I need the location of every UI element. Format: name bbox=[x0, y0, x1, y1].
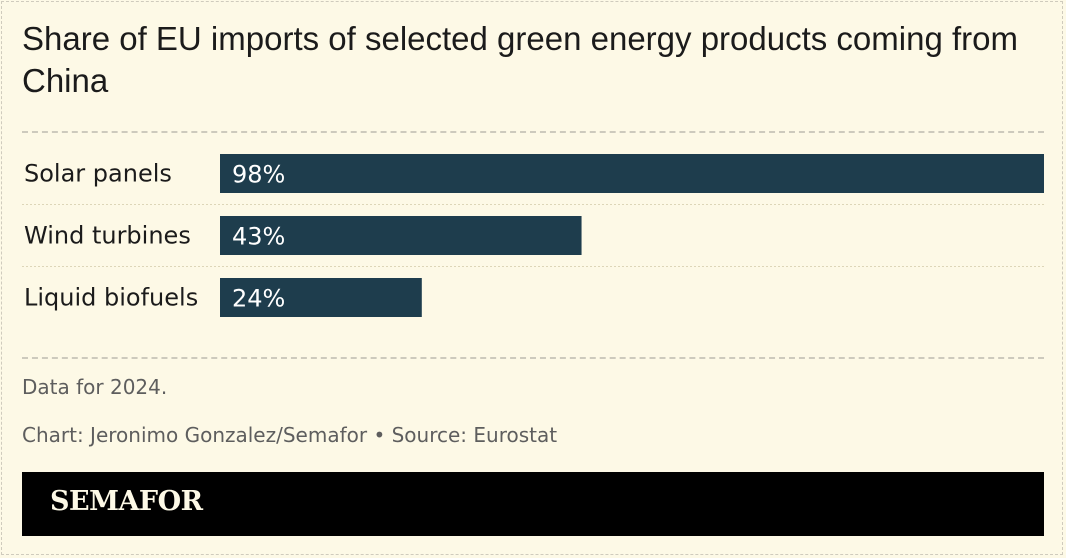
top-divider bbox=[22, 131, 1044, 133]
chart-credit: Chart: Jeronimo Gonzalez/Semafor • Sourc… bbox=[22, 423, 558, 447]
bar-value-label: 98% bbox=[232, 161, 285, 189]
bar-chart-svg: Solar panels 98% Wind turbines 43% Liquid bi… bbox=[22, 154, 1044, 317]
chart-title: Share of EU imports of selected green en… bbox=[22, 20, 1018, 99]
bar-value-label: 43% bbox=[232, 223, 285, 251]
bar bbox=[220, 278, 422, 317]
category-label: Wind turbines bbox=[24, 222, 191, 250]
semafor-logo: SEMAFOR bbox=[50, 486, 203, 517]
brand-bar: SEMAFOR bbox=[22, 472, 1044, 536]
bar bbox=[220, 154, 1044, 193]
data-note: Data for 2024. bbox=[22, 375, 168, 399]
category-label: Solar panels bbox=[24, 160, 172, 188]
bar-value-label: 24% bbox=[232, 285, 285, 313]
bottom-divider bbox=[22, 357, 1044, 359]
category-label: Liquid biofuels bbox=[24, 284, 198, 312]
bar bbox=[220, 216, 582, 255]
bar-chart: Solar panels 98% Wind turbines 43% Liquid bi… bbox=[22, 143, 1044, 329]
